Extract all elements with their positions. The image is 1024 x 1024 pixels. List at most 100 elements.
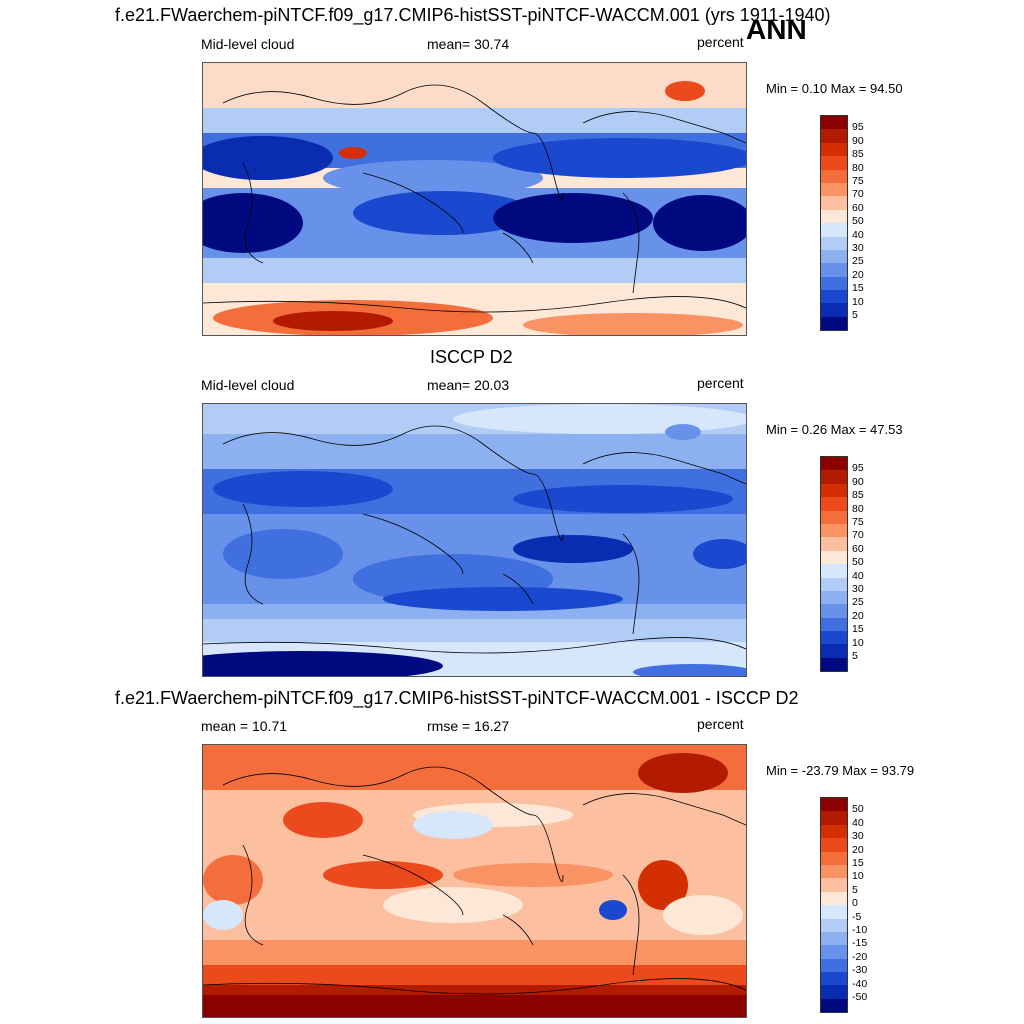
colorbar-tick-label: 20 [852, 609, 864, 622]
colorbar-swatch [821, 657, 847, 672]
colorbar-swatch [821, 811, 847, 825]
panel2-colorbar [820, 456, 848, 673]
colorbar-swatch [821, 577, 847, 591]
colorbar-swatch [821, 798, 847, 812]
colorbar-swatch [821, 169, 847, 183]
colorbar-tick-label: 95 [852, 121, 864, 134]
colorbar-swatch [821, 483, 847, 498]
colorbar-swatch [821, 236, 847, 250]
colorbar-tick-label: 95 [852, 462, 864, 475]
colorbar-tick-label: 10 [852, 636, 864, 649]
colorbar-swatch [821, 564, 847, 578]
colorbar-tick-label: 90 [852, 134, 864, 147]
colorbar-tick-label: 5 [852, 650, 858, 662]
colorbar-tick-label: 15 [852, 623, 864, 636]
colorbar-tick-label: 85 [852, 148, 864, 161]
colorbar-tick-label: 70 [852, 188, 864, 201]
colorbar-swatch [821, 209, 847, 224]
panel2-map [202, 403, 747, 677]
colorbar-tick-label: 0 [852, 897, 858, 910]
colorbar-swatch [821, 824, 847, 839]
colorbar-tick-label: 10 [852, 295, 864, 308]
colorbar-tick-label: 30 [852, 583, 864, 595]
colorbar-swatch [821, 537, 847, 551]
colorbar-tick-label: 85 [852, 489, 864, 502]
colorbar-swatch [821, 985, 847, 999]
panel2-title: ISCCP D2 [430, 347, 513, 367]
colorbar-tick-label: 30 [852, 242, 864, 254]
colorbar-swatch [821, 631, 847, 645]
colorbar-swatch [821, 644, 847, 658]
colorbar-swatch [821, 864, 847, 879]
panel3-rmse-label: rmse = 16.27 [427, 718, 510, 734]
panel3-colorbar [820, 797, 848, 1014]
colorbar-tick-label: -5 [852, 910, 862, 923]
colorbar-tick-label: 5 [852, 309, 858, 321]
colorbar-tick-label: 10 [852, 870, 864, 883]
colorbar-tick-label: 80 [852, 502, 864, 515]
panel3-map [202, 744, 747, 1018]
colorbar-tick-label: 40 [852, 569, 864, 582]
panel3-mean-label: mean = 10.71 [201, 718, 288, 734]
colorbar-tick-label: -50 [852, 991, 868, 1003]
panel2-mean-label: mean= 20.03 [427, 377, 510, 393]
colorbar-swatch [821, 263, 847, 277]
colorbar-swatch [821, 249, 847, 264]
colorbar-swatch [821, 945, 847, 959]
colorbar-swatch [821, 931, 847, 946]
colorbar-tick-label: 80 [852, 161, 864, 174]
colorbar-tick-label: 50 [852, 556, 864, 569]
colorbar-tick-label: 50 [852, 803, 864, 816]
colorbar-swatch [821, 316, 847, 331]
colorbar-tick-label: 75 [852, 516, 864, 528]
colorbar-tick-label: 20 [852, 268, 864, 281]
colorbar-swatch [821, 523, 847, 538]
panel1-minmax: Min = 0.10 Max = 94.50 [766, 81, 903, 96]
panel2-minmax: Min = 0.26 Max = 47.53 [766, 422, 903, 437]
colorbar-swatch [821, 972, 847, 986]
colorbar-tick-label: 70 [852, 529, 864, 542]
panel1-field [203, 63, 746, 335]
figure-title: f.e21.FWaerchem-piNTCF.f09_g17.CMIP6-his… [115, 5, 831, 25]
colorbar-swatch [821, 129, 847, 143]
colorbar-tick-label: 5 [852, 883, 858, 896]
colorbar-swatch [821, 142, 847, 157]
colorbar-swatch [821, 878, 847, 892]
colorbar-swatch [821, 905, 847, 919]
colorbar-swatch [821, 470, 847, 484]
colorbar-tick-label: -15 [852, 937, 868, 950]
colorbar-swatch [821, 958, 847, 973]
panel2-units-label: percent [697, 375, 744, 391]
colorbar-tick-label: 40 [852, 228, 864, 241]
season-label: ANN [746, 14, 807, 45]
colorbar-swatch [821, 617, 847, 632]
colorbar-swatch [821, 497, 847, 511]
colorbar-tick-label: 90 [852, 475, 864, 488]
colorbar-tick-label: -10 [852, 924, 868, 936]
panel1-variable-label: Mid-level cloud [201, 36, 295, 52]
colorbar-swatch [821, 116, 847, 130]
panel2-field [203, 404, 746, 676]
colorbar-tick-label: 40 [852, 816, 864, 829]
colorbar-swatch [821, 290, 847, 304]
colorbar-swatch [821, 303, 847, 317]
colorbar-swatch [821, 918, 847, 932]
panel1-mean-label: mean= 30.74 [427, 36, 510, 52]
colorbar-swatch [821, 998, 847, 1013]
panel3-title: f.e21.FWaerchem-piNTCF.f09_g17.CMIP6-his… [115, 688, 799, 708]
colorbar-tick-label: 75 [852, 175, 864, 187]
panel1-colorbar [820, 115, 848, 332]
colorbar-swatch [821, 510, 847, 524]
colorbar-tick-label: 20 [852, 843, 864, 856]
colorbar-swatch [821, 182, 847, 197]
colorbar-tick-label: -30 [852, 964, 868, 977]
colorbar-swatch [821, 457, 847, 471]
panel3-field [203, 745, 746, 1017]
panel3-minmax: Min = -23.79 Max = 93.79 [766, 763, 915, 778]
colorbar-swatch [821, 838, 847, 852]
colorbar-tick-label: 25 [852, 255, 864, 268]
panel1-units-label: percent [697, 34, 744, 50]
colorbar-tick-label: 50 [852, 215, 864, 228]
panel1-map [202, 62, 747, 336]
colorbar-tick-label: 30 [852, 830, 864, 843]
